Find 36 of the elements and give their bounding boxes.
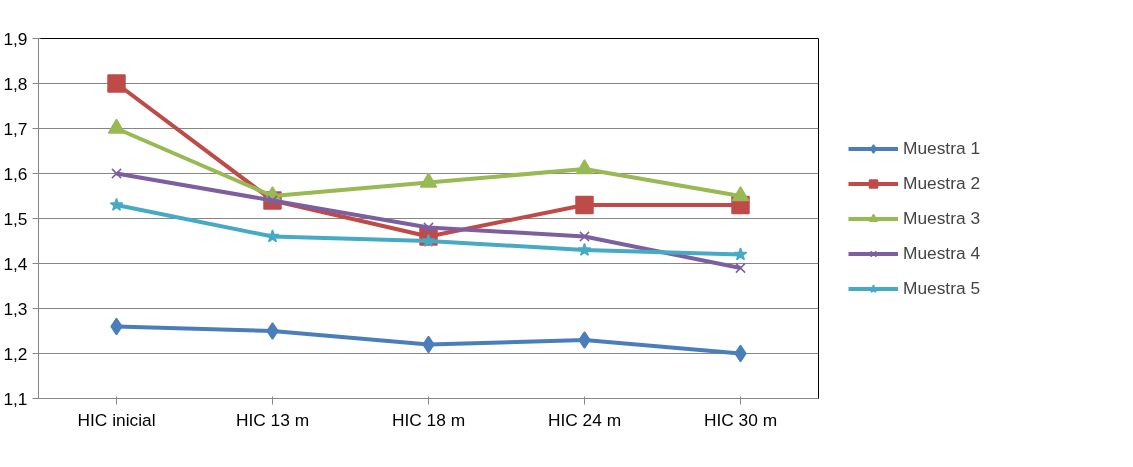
point (423, 222, 434, 233)
x-tick-label: HIC 18 m (391, 409, 466, 430)
legend-label: Muestra 1 (903, 137, 981, 159)
point (265, 229, 280, 243)
point (111, 168, 122, 179)
x-tick-label: HIC inicial (77, 409, 156, 430)
legend-label: Muestra 4 (903, 242, 981, 264)
point (731, 186, 750, 202)
y-tick-label: 1,9 (3, 28, 28, 49)
point (109, 197, 124, 212)
y-tick-label: 1,7 (3, 118, 28, 139)
y-tick-label: 1,2 (3, 343, 28, 364)
point (575, 195, 594, 215)
point (735, 262, 746, 274)
legend-label: Muestra 2 (903, 172, 981, 194)
y-tick-label: 1,1 (3, 388, 28, 409)
point (419, 172, 438, 188)
point (733, 247, 748, 261)
y-tick-label: 1,3 (3, 298, 28, 319)
point (421, 233, 436, 248)
point (578, 331, 591, 349)
point (579, 231, 590, 242)
x-tick-label: HIC 30 m (703, 409, 778, 430)
point (266, 322, 279, 340)
x-tick-label: HIC 13 m (235, 409, 310, 430)
point (577, 242, 592, 257)
y-tick-label: 1,8 (3, 73, 28, 94)
legend-label: Muestra 3 (903, 207, 981, 229)
point (107, 74, 126, 93)
legend-label: Muestra 5 (903, 277, 981, 299)
y-tick-label: 1,6 (3, 163, 28, 184)
y-tick-label: 1,5 (3, 208, 28, 229)
y-tick-label: 1,4 (3, 253, 28, 274)
point (107, 118, 126, 134)
point (575, 159, 594, 175)
x-tick-label: HIC 24 m (547, 409, 622, 430)
